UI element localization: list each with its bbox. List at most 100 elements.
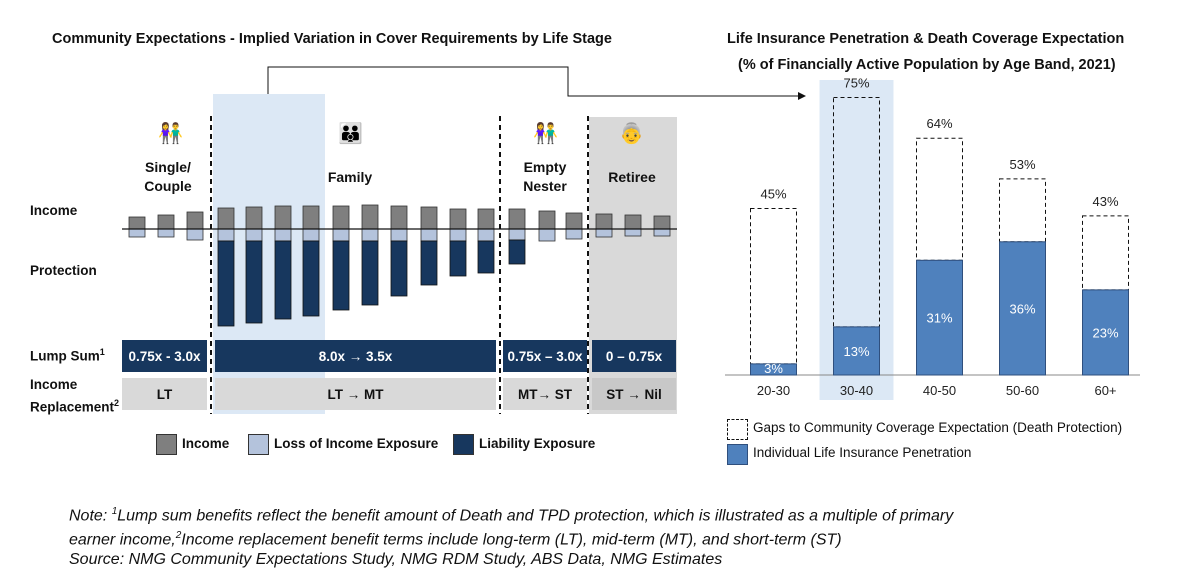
liability-bar bbox=[302, 240, 320, 317]
loss-of-income-bar bbox=[653, 228, 671, 237]
stage-label-single-couple: Single/ Couple bbox=[144, 159, 192, 194]
income-bar bbox=[332, 205, 350, 230]
loss-of-income-bar bbox=[538, 228, 556, 242]
legend-liability-label: Liability Exposure bbox=[479, 436, 596, 451]
legend-liability-swatch bbox=[453, 434, 474, 455]
row-label-lump-sum: Lump Sum1 bbox=[30, 347, 105, 364]
loss-of-income-bar bbox=[217, 228, 235, 242]
loss-of-income-bar bbox=[274, 228, 292, 242]
loss-of-income-bar bbox=[624, 228, 642, 237]
liability-bar bbox=[361, 240, 379, 306]
total-expectation-label: 53% bbox=[1009, 157, 1035, 172]
income-replacement-single: LT bbox=[122, 378, 207, 410]
loss-of-income-bar bbox=[128, 228, 146, 238]
income-bar bbox=[538, 210, 556, 230]
total-expectation-label: 45% bbox=[760, 187, 786, 202]
income-bar bbox=[245, 206, 263, 230]
income-replacement-family: LT → MT bbox=[215, 378, 496, 410]
loss-of-income-bar bbox=[361, 228, 379, 242]
loss-of-income-bar bbox=[332, 228, 350, 242]
penetration-chart: 45% 3% 20-30 75% 13% 30-40 64% 31% 40-50 53% 36% 50… bbox=[725, 76, 1140, 400]
income-bar bbox=[477, 208, 495, 230]
lump-sum-empty-nester: 0.75x – 3.0x bbox=[503, 340, 587, 372]
legend-penetration-label: Individual Life Insurance Penetration bbox=[753, 445, 972, 460]
loss-of-income-bar bbox=[390, 228, 408, 242]
legend-loss-label: Loss of Income Exposure bbox=[274, 436, 439, 451]
note-line-2: earner income,2Income replacement benefi… bbox=[69, 530, 842, 549]
coverage-gap-bar bbox=[833, 97, 880, 328]
coverage-gap-bar bbox=[999, 178, 1046, 243]
income-bar bbox=[128, 216, 146, 230]
penetration-label: 13% bbox=[843, 344, 869, 359]
coverage-gap-bar bbox=[750, 208, 797, 365]
income-bar bbox=[595, 213, 613, 230]
stage-label-retiree: Retiree bbox=[608, 169, 656, 185]
legend-income-swatch bbox=[156, 434, 177, 455]
x-tick-label: 50-60 bbox=[1006, 383, 1039, 398]
liability-bar bbox=[217, 240, 235, 327]
x-tick-label: 30-40 bbox=[840, 383, 873, 398]
income-replacement-retiree: ST → Nil bbox=[592, 378, 676, 410]
income-bar bbox=[157, 214, 175, 230]
loss-of-income-bar bbox=[186, 228, 204, 241]
loss-of-income-bar bbox=[302, 228, 320, 242]
note-source: Source: NMG Community Expectations Study… bbox=[69, 551, 723, 568]
income-bar bbox=[508, 208, 526, 230]
right-chart-subtitle: (% of Financially Active Population by A… bbox=[738, 57, 1116, 73]
penetration-bar bbox=[833, 326, 880, 376]
liability-bar bbox=[420, 240, 438, 286]
loss-of-income-bar bbox=[477, 228, 495, 242]
liability-bar bbox=[245, 240, 263, 324]
income-bar bbox=[217, 207, 235, 230]
stage-label-family: Family bbox=[327, 169, 373, 185]
liability-bar bbox=[477, 240, 495, 274]
penetration-bar bbox=[916, 259, 963, 376]
lump-sum-single: 0.75x - 3.0x bbox=[122, 340, 207, 372]
legend-loss-swatch bbox=[248, 434, 269, 455]
total-expectation-label: 43% bbox=[1092, 194, 1118, 209]
x-tick-label: 60+ bbox=[1094, 383, 1116, 398]
coverage-gap-bar bbox=[1082, 215, 1129, 291]
left-chart-title: Community Expectations - Implied Variati… bbox=[52, 31, 612, 47]
x-tick-label: 40-50 bbox=[923, 383, 956, 398]
coverage-gap-bar bbox=[916, 137, 963, 261]
penetration-label: 31% bbox=[926, 311, 952, 326]
liability-bar bbox=[449, 240, 467, 277]
legend-gap-label: Gaps to Community Coverage Expectation (… bbox=[753, 420, 1123, 435]
liability-bar bbox=[274, 240, 292, 320]
liability-bar bbox=[508, 239, 526, 265]
total-expectation-label: 64% bbox=[926, 116, 952, 131]
income-bar bbox=[186, 211, 204, 230]
row-label-income-replacement: Income Replacement2 bbox=[30, 377, 120, 415]
life-stage-bars bbox=[122, 204, 677, 327]
note-line-1: Note: 1Lump sum benefits reflect the ben… bbox=[69, 506, 954, 525]
loss-of-income-bar bbox=[595, 228, 613, 238]
income-bar bbox=[390, 205, 408, 230]
income-bar bbox=[565, 212, 583, 230]
row-label-income: Income bbox=[30, 203, 78, 218]
stage-label-empty-nester: Empty Nester bbox=[523, 159, 567, 194]
lump-sum-retiree: 0 – 0.75x bbox=[592, 340, 676, 372]
total-expectation-label: 75% bbox=[843, 76, 869, 91]
loss-of-income-bar bbox=[420, 228, 438, 242]
elderly-couple-icon: 👵 bbox=[619, 123, 644, 145]
income-replacement-empty-nester: MT→ ST bbox=[503, 378, 587, 410]
income-bar bbox=[420, 206, 438, 230]
loss-of-income-bar bbox=[508, 228, 526, 241]
penetration-bar bbox=[1082, 289, 1129, 376]
income-bar bbox=[302, 205, 320, 230]
liability-bar bbox=[390, 240, 408, 297]
income-bar bbox=[449, 208, 467, 230]
legend-penetration-swatch bbox=[727, 444, 748, 465]
income-bar bbox=[653, 215, 671, 230]
penetration-label: 3% bbox=[764, 361, 783, 376]
legend-gap-swatch bbox=[727, 419, 748, 440]
penetration-bar bbox=[750, 363, 797, 376]
legend-income-label: Income bbox=[182, 436, 230, 451]
penetration-bar bbox=[999, 241, 1046, 376]
couple-icon: 👫 bbox=[533, 123, 558, 145]
loss-of-income-bar bbox=[245, 228, 263, 242]
right-chart-title: Life Insurance Penetration & Death Cover… bbox=[727, 31, 1125, 47]
loss-of-income-bar bbox=[157, 228, 175, 238]
